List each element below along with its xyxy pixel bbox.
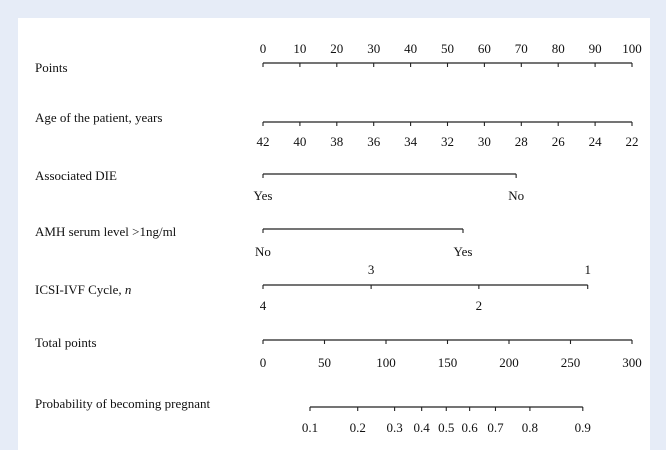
row-label: Age of the patient, years xyxy=(35,110,162,125)
row-label-text: Total points xyxy=(35,335,97,350)
tick-label: 250 xyxy=(561,355,581,370)
tick-label: 1 xyxy=(584,262,591,277)
tick-label: No xyxy=(255,244,271,259)
tick-label: 0.9 xyxy=(575,420,591,435)
row-label: Probability of becoming pregnant xyxy=(35,396,210,411)
row-label: Total points xyxy=(35,335,97,350)
tick-label: 0 xyxy=(260,355,267,370)
panel xyxy=(18,18,650,450)
row-label-text: Points xyxy=(35,60,68,75)
tick-label: 90 xyxy=(589,41,602,56)
tick-label: 200 xyxy=(499,355,519,370)
tick-label: 0.8 xyxy=(522,420,538,435)
tick-label: 24 xyxy=(589,134,603,149)
tick-label: 60 xyxy=(478,41,491,56)
tick-label: 36 xyxy=(367,134,381,149)
tick-label: 0.6 xyxy=(462,420,479,435)
tick-label: 50 xyxy=(318,355,331,370)
row-label-variable: n xyxy=(125,282,132,297)
tick-label: Yes xyxy=(254,188,273,203)
row-label: AMH serum level >1ng/ml xyxy=(35,224,177,239)
tick-label: 0.4 xyxy=(414,420,431,435)
tick-label: 0.3 xyxy=(386,420,402,435)
row-label-text: Associated DIE xyxy=(35,168,117,183)
tick-label: 38 xyxy=(330,134,343,149)
tick-label: 0.7 xyxy=(487,420,504,435)
tick-label: 22 xyxy=(626,134,639,149)
tick-label: 20 xyxy=(330,41,343,56)
tick-label: 100 xyxy=(622,41,642,56)
tick-label: 40 xyxy=(404,41,417,56)
tick-label: 4 xyxy=(260,298,267,313)
tick-label: 28 xyxy=(515,134,528,149)
tick-label: 3 xyxy=(368,262,375,277)
tick-label: 0 xyxy=(260,41,267,56)
row-label: ICSI-IVF Cycle, n xyxy=(35,282,131,297)
row-label-text: Age of the patient, years xyxy=(35,110,162,125)
tick-label: 0.5 xyxy=(438,420,454,435)
tick-label: 34 xyxy=(404,134,418,149)
row-label: Associated DIE xyxy=(35,168,117,183)
row-label-text: ICSI-IVF Cycle, xyxy=(35,282,122,297)
row-label: Points xyxy=(35,60,68,75)
tick-label: 26 xyxy=(552,134,566,149)
tick-label: 70 xyxy=(515,41,528,56)
tick-label: 40 xyxy=(293,134,306,149)
tick-label: 300 xyxy=(622,355,642,370)
tick-label: 2 xyxy=(476,298,483,313)
row-label-text: AMH serum level >1ng/ml xyxy=(35,224,177,239)
tick-label: 80 xyxy=(552,41,565,56)
tick-label: 32 xyxy=(441,134,454,149)
tick-label: No xyxy=(508,188,524,203)
tick-label: 30 xyxy=(367,41,380,56)
tick-label: Yes xyxy=(454,244,473,259)
tick-label: 150 xyxy=(438,355,458,370)
row-label-text: Probability of becoming pregnant xyxy=(35,396,210,411)
tick-label: 0.1 xyxy=(302,420,318,435)
tick-label: 0.2 xyxy=(350,420,366,435)
tick-label: 100 xyxy=(376,355,396,370)
tick-label: 10 xyxy=(293,41,306,56)
tick-label: 42 xyxy=(257,134,270,149)
tick-label: 30 xyxy=(478,134,491,149)
tick-label: 50 xyxy=(441,41,454,56)
